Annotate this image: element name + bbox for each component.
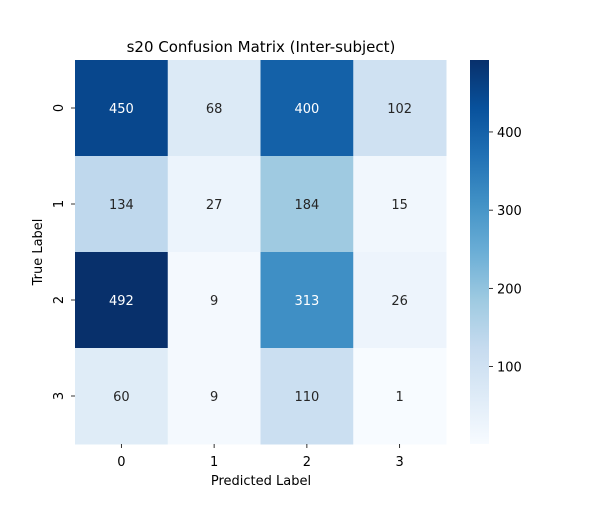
x-tick-label: 0 [117,455,125,470]
y-axis-label: True Label [31,219,46,287]
x-axis-ticks: 0 1 2 3 [117,444,404,470]
heatmap-cell [167,60,261,157]
cell-value-label: 60 [113,390,130,405]
colorbar-ticks: 100 200 300 400 [489,126,522,376]
heatmap-cells: 450 68 400 102 134 27 184 15 492 9 313 26 60 9 110 1 [75,60,447,445]
heatmap-cell [75,156,169,253]
y-tick-label: 0 [52,104,67,112]
cell-value-label: 492 [109,294,134,309]
cell-value-label: 27 [206,198,223,213]
colorbar-tick-label: 100 [497,361,522,376]
cell-value-label: 68 [206,102,223,117]
heatmap-cell [75,348,169,445]
heatmap-cell [167,252,261,349]
heatmap-cell [353,60,447,157]
colorbar-tick-label: 300 [497,204,522,219]
heatmap-cell [260,156,354,253]
y-tick-label: 3 [52,392,67,400]
colorbar-tick-label: 400 [497,126,522,141]
x-tick-label: 3 [395,455,403,470]
cell-value-label: 450 [109,102,134,117]
heatmap-cell [260,348,354,445]
heatmap-cell [75,60,169,157]
colorbar-tick-label: 200 [497,282,522,297]
cell-value-label: 9 [210,390,218,405]
heatmap-cell [167,156,261,253]
heatmap-cell [75,252,169,349]
cell-value-label: 400 [294,102,319,117]
x-tick-label: 1 [210,455,218,470]
x-tick-label: 2 [303,455,311,470]
heatmap-cell [353,252,447,349]
cell-value-label: 26 [391,294,408,309]
heatmap-cell [167,348,261,445]
heatmap-cell [353,348,447,445]
cell-value-label: 1 [395,390,403,405]
heatmap-cell [260,252,354,349]
x-axis-label: Predicted Label [211,474,311,489]
chart-title: s20 Confusion Matrix (Inter-subject) [127,38,396,56]
cell-value-label: 15 [391,198,408,213]
cell-value-label: 9 [210,294,218,309]
y-axis-ticks: 0 1 2 3 [52,104,75,400]
cell-value-label: 313 [294,294,319,309]
cell-value-label: 134 [109,198,134,213]
cell-value-label: 184 [294,198,319,213]
cell-value-label: 110 [294,390,319,405]
heatmap-cell [260,60,354,157]
y-tick-label: 1 [52,200,67,208]
colorbar [470,60,489,444]
cell-value-label: 102 [387,102,412,117]
y-tick-label: 2 [52,296,67,304]
heatmap-cell [353,156,447,253]
